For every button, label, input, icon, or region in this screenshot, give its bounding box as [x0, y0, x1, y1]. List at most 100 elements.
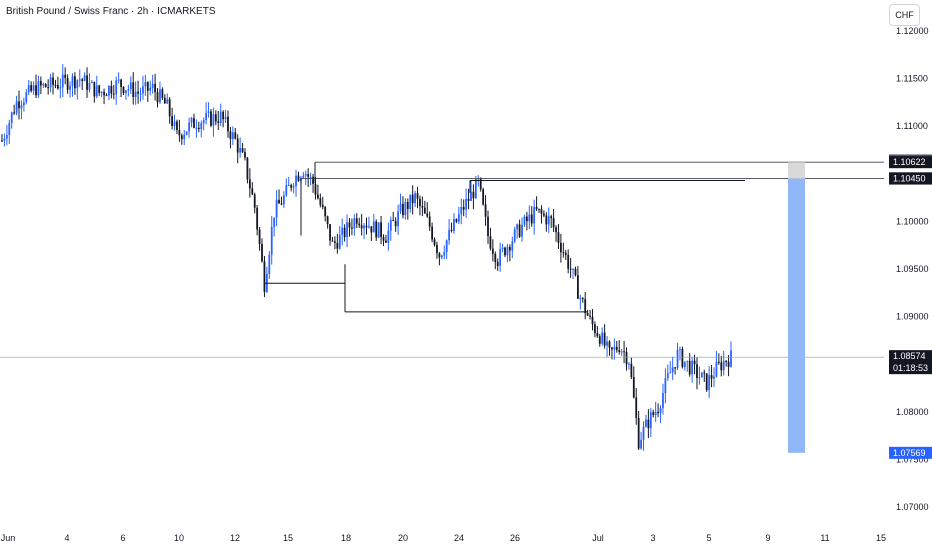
candle-body [319, 198, 322, 205]
currency-button[interactable]: CHF [889, 4, 920, 26]
candle-body [389, 220, 392, 231]
candle-body [530, 214, 533, 224]
candle-body [159, 89, 161, 103]
price-tick-label: 1.07500 [896, 454, 929, 464]
countdown-label: 01:18:53 [893, 363, 928, 373]
candle-body [669, 372, 672, 374]
candle-body [54, 84, 57, 86]
candle-body [326, 216, 329, 225]
candle-body [392, 220, 395, 222]
candle-body [662, 393, 664, 409]
candle-body [601, 332, 604, 344]
candle-body [487, 216, 489, 237]
candle-body [338, 234, 341, 249]
price-badge-label: 1.08574 [893, 351, 926, 361]
candle-body [557, 232, 560, 243]
candle-body [681, 349, 684, 367]
zone-cap [788, 162, 805, 179]
candle-body [635, 397, 638, 418]
candle-body [496, 262, 499, 266]
candle-body [715, 361, 718, 377]
candle-body [453, 219, 455, 231]
candle-body [205, 112, 208, 121]
candle-body [10, 112, 13, 123]
time-tick-label: 11 [820, 533, 829, 543]
candle-body [465, 198, 468, 210]
candle-body [261, 244, 263, 262]
candle-body [239, 148, 242, 153]
candle-body [710, 375, 713, 379]
candle-body [700, 372, 703, 378]
candle-body [275, 199, 278, 218]
candle-body [61, 74, 64, 88]
candle-body [640, 439, 642, 449]
candle-body [146, 82, 149, 91]
time-tick-label: 3 [650, 533, 655, 543]
candle-body [504, 247, 506, 256]
candle-body [484, 204, 487, 217]
time-tick-label: Jun [1, 533, 16, 543]
price-tick-label: 1.10000 [896, 216, 929, 226]
candle-body [202, 120, 205, 124]
candle-body [501, 247, 504, 250]
candle-body [399, 203, 402, 212]
candle-body [448, 229, 451, 241]
candle-body [445, 240, 448, 253]
time-tick-label: 6 [120, 533, 125, 543]
candle-body [304, 174, 307, 176]
candle-body [564, 252, 567, 256]
candle-body [25, 92, 28, 103]
time-tick-label: 9 [765, 533, 770, 543]
candle-body [547, 216, 550, 225]
candle-body [227, 116, 229, 132]
candle-body [214, 114, 217, 122]
candle-body [577, 275, 579, 299]
candle-body [234, 132, 237, 139]
candle-body [574, 268, 577, 276]
candle-body [589, 315, 591, 317]
candle-body [341, 227, 344, 235]
candle-body [382, 237, 385, 241]
candle-body [494, 253, 497, 263]
candle-body [462, 206, 465, 210]
candle-body [44, 84, 47, 88]
candle-body [508, 246, 511, 251]
candle-body [151, 83, 154, 88]
candle-body [375, 221, 378, 238]
candle-body [76, 80, 79, 89]
candle-body [336, 242, 339, 249]
candle-body [727, 361, 730, 367]
candle-body [207, 111, 210, 113]
candle-body [550, 216, 553, 219]
candle-body [20, 105, 23, 109]
candle-body [178, 130, 181, 136]
candle-body [280, 203, 283, 205]
candle-body [42, 84, 45, 86]
candle-body [100, 91, 103, 93]
candle-body [606, 341, 608, 346]
candle-body [168, 99, 171, 117]
candle-body [59, 87, 62, 89]
candle-body [358, 223, 361, 226]
time-tick-label: 18 [341, 533, 351, 543]
candle-body [511, 241, 514, 251]
candle-body [708, 375, 711, 391]
chart-title: British Pound / Swiss Franc · 2h · ICMAR… [6, 6, 216, 17]
candle-body [591, 316, 594, 325]
time-tick-label: 20 [398, 533, 408, 543]
candle-body [411, 194, 414, 204]
candle-body [671, 367, 674, 373]
candle-body [93, 81, 96, 97]
candle-body [71, 76, 74, 86]
candle-body [348, 222, 351, 228]
candle-body [229, 131, 232, 139]
candle-body [263, 261, 266, 292]
candle-body [200, 123, 203, 130]
candle-body [212, 114, 215, 126]
candle-body [421, 206, 424, 208]
candle-body [540, 209, 543, 214]
candle-body [686, 360, 689, 362]
candle-body [620, 351, 623, 353]
candle-body [713, 376, 715, 379]
